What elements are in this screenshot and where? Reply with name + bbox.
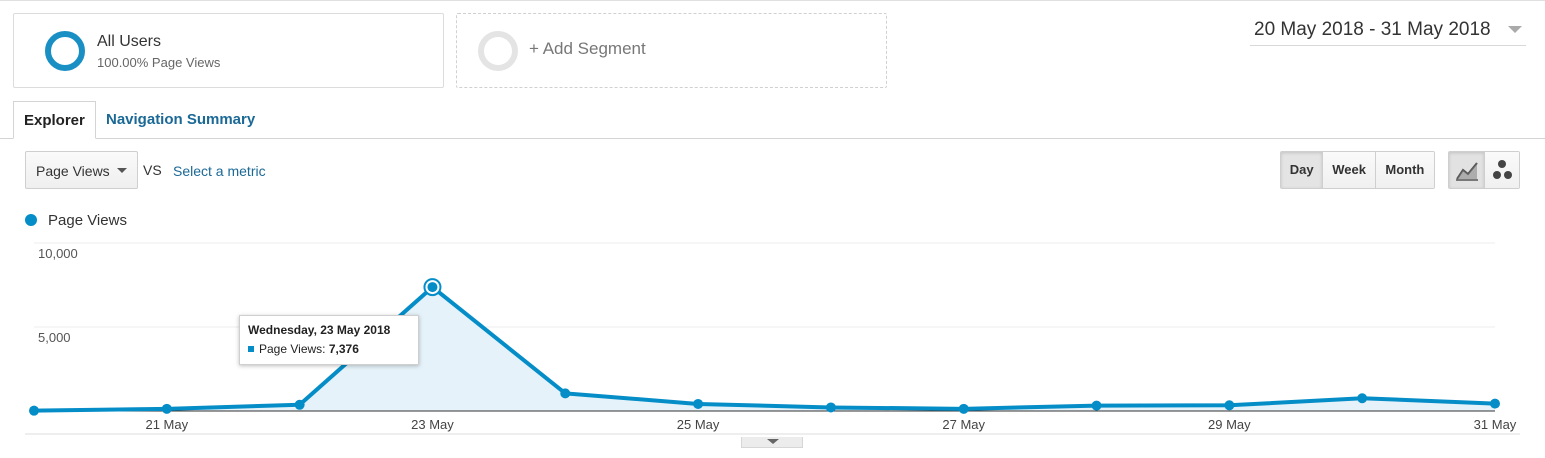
vs-label: VS [143,162,162,178]
tab-navigation-summary[interactable]: Navigation Summary [106,111,256,128]
x-tick-label: 25 May [677,417,720,432]
segment-all-users[interactable]: All Users 100.00% Page Views [13,13,444,88]
data-point [693,398,704,409]
line-chart-button[interactable] [1449,152,1485,188]
chevron-down-icon [1508,26,1522,33]
x-tick-label: 21 May [145,417,188,432]
period-button-group: Day Week Month [1280,151,1435,189]
tooltip-row: Page Views: 7,376 [248,342,410,356]
line-chart-icon [1456,162,1478,181]
top-divider [0,0,1545,1]
y-tick-label: 5,000 [38,330,71,345]
add-segment-button[interactable]: + Add Segment [456,13,887,88]
tooltip-value: 7,376 [328,342,359,356]
tab-explorer[interactable]: Explorer [13,101,96,139]
legend-series-dot [25,214,37,226]
segment-placeholder-ring-icon [478,31,518,71]
motion-chart-icon [1492,160,1512,179]
series-line [33,285,1496,413]
data-point [1357,393,1368,404]
data-point [1490,398,1500,409]
data-point-highlighted [427,282,438,293]
tab-bar-divider [0,138,1545,139]
x-tick-label: 31 May [1474,417,1517,432]
segment-subtitle: 100.00% Page Views [97,55,221,70]
add-segment-label: + Add Segment [529,39,646,58]
x-tick-label: 23 May [411,417,454,432]
date-range-text: 20 May 2018 - 31 May 2018 [1254,19,1491,40]
data-point [294,399,305,410]
data-point [560,388,571,399]
metric-dropdown-value: Page Views [36,163,110,179]
y-tick-label: 10,000 [38,246,78,261]
week-button[interactable]: Week [1323,152,1376,188]
chevron-down-icon [767,439,779,444]
data-point [161,403,172,414]
date-range-picker[interactable]: 20 May 2018 - 31 May 2018 [1250,17,1526,46]
select-metric-link[interactable]: Select a metric [173,163,266,179]
legend-series-label: Page Views [48,212,127,229]
page-views-chart: 10,000 5,000 21 May 23 May 25 May 27 May 29 Ma… [25,242,1520,435]
segment-ring-icon [45,31,85,71]
month-button[interactable]: Month [1375,152,1434,188]
motion-chart-button[interactable] [1484,152,1519,188]
day-button[interactable]: Day [1281,152,1324,188]
tooltip-series-square [248,346,254,352]
segment-title: All Users [97,33,162,50]
data-point [1224,400,1235,411]
metric-dropdown[interactable]: Page Views [25,151,138,189]
data-point [958,403,969,414]
x-tick-label: 29 May [1208,417,1251,432]
chart-type-button-group [1448,151,1520,189]
chart-collapse-handle[interactable] [741,437,803,448]
data-point [29,405,39,416]
x-tick-label: 27 May [942,417,985,432]
data-point [1091,400,1102,411]
chart-tooltip: Wednesday, 23 May 2018 Page Views: 7,376 [239,315,419,365]
chevron-down-icon [117,168,127,173]
tooltip-metric-label: Page Views: [259,342,326,356]
tooltip-date: Wednesday, 23 May 2018 [248,323,391,337]
data-point [825,402,836,413]
